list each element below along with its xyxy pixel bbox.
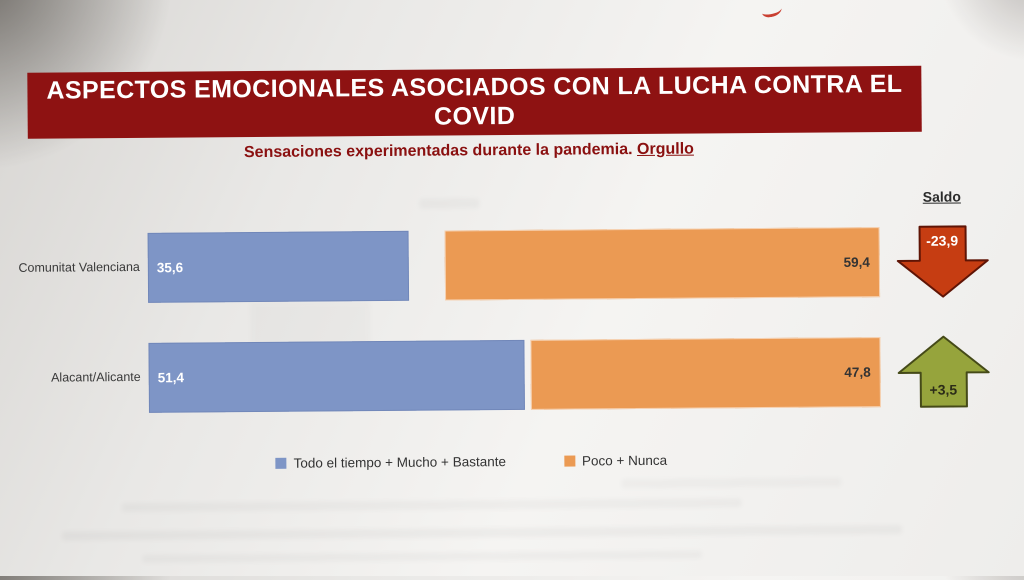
saldo-value: -23,9 — [926, 232, 959, 249]
bleed-through-smudge — [121, 498, 742, 513]
slide-title: ASPECTOS EMOCIONALES ASOCIADOS CON LA LU… — [27, 65, 922, 139]
legend-item-series2: Poco + Nunca — [563, 452, 668, 469]
chart-row-alacant-alicante: Alacant/Alicante 51,4 47,8 +3,5 — [2, 334, 1009, 413]
saldo-cell: +3,5 — [880, 334, 1006, 409]
bar-track: 35,6 59,4 — [147, 227, 881, 303]
saldo-value: +3,5 — [929, 381, 958, 398]
category-label: Alacant/Alicante — [50, 370, 141, 385]
chart-subtitle: Sensaciones experimentadas durante la pa… — [0, 139, 939, 164]
bleed-through-smudge — [621, 477, 842, 489]
bleed-through-smudge — [142, 550, 703, 563]
saldo-column-header: Saldo — [922, 188, 961, 205]
bleed-through-smudge — [419, 198, 480, 209]
legend-label: Poco + Nunca — [581, 452, 668, 469]
legend-swatch-blue — [275, 457, 287, 469]
legend-swatch-orange — [563, 455, 575, 467]
down-arrow-icon: -23,9 — [895, 224, 990, 299]
legend-item-series1: Todo el tiempo + Mucho + Bastante — [275, 454, 507, 471]
bar-value-label: 47,8 — [844, 364, 871, 380]
chart-row-comunitat-valenciana: Comunitat Valenciana 35,6 59,4 -23,9 — [2, 224, 1009, 303]
subtitle-text: Sensaciones experimentadas durante la pa… — [243, 141, 638, 162]
up-arrow-icon: +3,5 — [896, 334, 991, 409]
chart-legend: Todo el tiempo + Mucho + Bastante Poco +… — [1, 451, 941, 473]
subtitle-highlight: Orgullo — [636, 140, 694, 159]
category-label: Comunitat Valenciana — [18, 260, 140, 276]
bar-track: 51,4 47,8 — [148, 337, 881, 413]
bar-series2: 59,4 — [444, 227, 881, 301]
saldo-cell: -23,9 — [880, 224, 1006, 299]
red-pen-mark — [760, 2, 783, 19]
bar-value-label: 59,4 — [843, 254, 870, 270]
legend-label: Todo el tiempo + Mucho + Bastante — [293, 454, 507, 471]
bar-series2: 47,8 — [530, 337, 881, 410]
bar-value-label: 35,6 — [156, 260, 184, 276]
bleed-through-smudge — [61, 524, 902, 541]
bar-series1: 51,4 — [148, 339, 526, 413]
bar-value-label: 51,4 — [157, 370, 185, 386]
bar-series1: 35,6 — [147, 230, 409, 303]
